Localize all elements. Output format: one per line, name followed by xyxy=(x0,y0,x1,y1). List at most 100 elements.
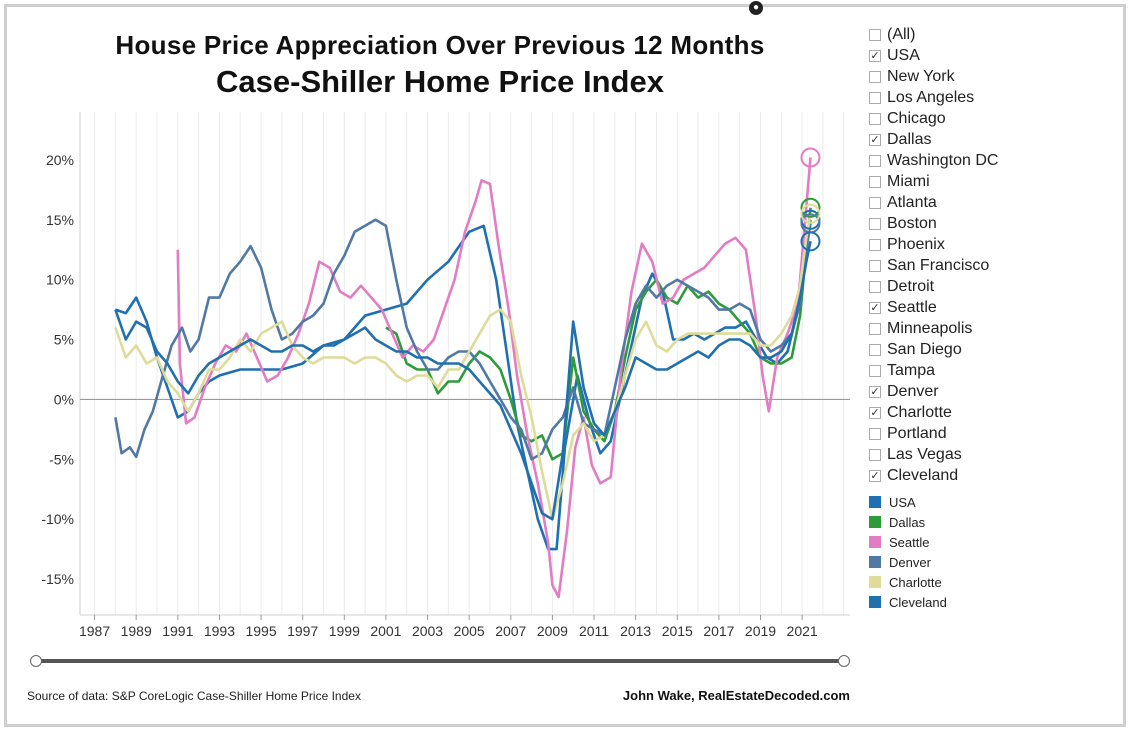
filter-item[interactable]: Miami xyxy=(869,171,1109,192)
x-tick-label: 2005 xyxy=(454,623,485,639)
legend-label: Denver xyxy=(889,554,931,570)
slider-end-handle[interactable] xyxy=(838,655,850,667)
filter-item[interactable]: Tampa xyxy=(869,360,1109,381)
filter-label: Cleveland xyxy=(887,466,959,484)
series-end-marker xyxy=(800,203,821,224)
filter-item[interactable]: Chicago xyxy=(869,108,1109,129)
filter-item[interactable]: Los Angeles xyxy=(869,87,1109,108)
checkbox-checked-icon[interactable]: ✓ xyxy=(869,301,881,314)
filter-item[interactable]: ✓ USA xyxy=(869,45,1109,66)
legend-item[interactable]: Seattle xyxy=(869,532,1109,552)
x-tick-label: 2017 xyxy=(703,623,734,639)
filter-item[interactable]: Minneapolis xyxy=(869,318,1109,339)
filter-item[interactable]: (All) xyxy=(869,24,1109,45)
y-tick-label: 0% xyxy=(54,391,74,407)
checkbox-icon[interactable] xyxy=(869,259,881,272)
x-tick-label: 2011 xyxy=(579,623,609,639)
x-tick-label: 1995 xyxy=(245,623,276,639)
filter-item[interactable]: Atlanta xyxy=(869,192,1109,213)
filter-item[interactable]: ✓ Cleveland xyxy=(869,465,1109,486)
legend-swatch xyxy=(869,516,881,528)
filter-item[interactable]: Phoenix xyxy=(869,234,1109,255)
filter-item[interactable]: Portland xyxy=(869,423,1109,444)
filter-label: Washington DC xyxy=(887,151,999,169)
date-range-slider[interactable] xyxy=(30,654,850,668)
x-tick-label: 1997 xyxy=(287,623,318,639)
legend-item[interactable]: Cleveland xyxy=(869,592,1109,612)
filter-label: Denver xyxy=(887,382,939,400)
filter-item[interactable]: Boston xyxy=(869,213,1109,234)
x-tick-label: 2019 xyxy=(745,623,776,639)
legend-item[interactable]: USA xyxy=(869,492,1109,512)
checkbox-icon[interactable] xyxy=(869,343,881,356)
checkbox-icon[interactable] xyxy=(869,364,881,377)
checkbox-checked-icon[interactable]: ✓ xyxy=(869,385,881,398)
x-tick-label: 2021 xyxy=(787,623,818,639)
x-tick-label: 1999 xyxy=(329,623,360,639)
legend-swatch xyxy=(869,556,881,568)
checkbox-icon[interactable] xyxy=(869,28,881,41)
filter-item[interactable]: ✓ Denver xyxy=(869,381,1109,402)
checkbox-icon[interactable] xyxy=(869,196,881,209)
series-line-usa xyxy=(114,219,812,551)
checkbox-icon[interactable] xyxy=(869,175,881,188)
x-tick-label: 1987 xyxy=(79,623,110,639)
filter-label: Charlotte xyxy=(887,403,952,421)
checkbox-icon[interactable] xyxy=(869,322,881,335)
filter-label: San Francisco xyxy=(887,256,990,274)
filter-label: Seattle xyxy=(887,298,937,316)
x-tick-label: 2015 xyxy=(662,623,693,639)
filter-label: Miami xyxy=(887,172,930,190)
dashboard-frame: ● xyxy=(4,1,1126,727)
checkbox-icon[interactable] xyxy=(869,217,881,230)
filter-item[interactable]: Washington DC xyxy=(869,150,1109,171)
legend-label: Charlotte xyxy=(889,574,942,590)
filter-item[interactable]: San Diego xyxy=(869,339,1109,360)
filter-label: Dallas xyxy=(887,130,932,148)
filter-item[interactable]: ✓ Dallas xyxy=(869,129,1109,150)
legend-item[interactable]: Denver xyxy=(869,552,1109,572)
x-tick-label: 2007 xyxy=(495,623,526,639)
legend-item[interactable]: Charlotte xyxy=(869,572,1109,592)
slider-track[interactable] xyxy=(36,659,844,663)
checkbox-icon[interactable] xyxy=(869,238,881,251)
filter-item[interactable]: San Francisco xyxy=(869,255,1109,276)
legend-item[interactable]: Dallas xyxy=(869,512,1109,532)
filter-label: Tampa xyxy=(887,361,936,379)
filter-item[interactable]: Detroit xyxy=(869,276,1109,297)
checkbox-icon[interactable] xyxy=(869,154,881,167)
checkbox-checked-icon[interactable]: ✓ xyxy=(869,406,881,419)
checkbox-icon[interactable] xyxy=(869,70,881,83)
checkbox-checked-icon[interactable]: ✓ xyxy=(869,133,881,146)
checkbox-checked-icon[interactable]: ✓ xyxy=(869,49,881,62)
x-tick-label: 1989 xyxy=(121,623,152,639)
filter-label: USA xyxy=(887,46,920,64)
x-tick-label: 2013 xyxy=(620,623,651,639)
y-tick-label: 20% xyxy=(46,152,74,168)
checkbox-icon[interactable] xyxy=(869,427,881,440)
filter-label: Portland xyxy=(887,424,947,442)
x-tick-label: 2003 xyxy=(412,623,443,639)
filter-label: Atlanta xyxy=(887,193,937,211)
slider-start-handle[interactable] xyxy=(30,655,42,667)
checkbox-icon[interactable] xyxy=(869,112,881,125)
filter-label: San Diego xyxy=(887,340,962,358)
filter-item[interactable]: New York xyxy=(869,66,1109,87)
filter-item[interactable]: ✓ Seattle xyxy=(869,297,1109,318)
checkbox-icon[interactable] xyxy=(869,280,881,293)
source-note: Source of data: S&P CoreLogic Case-Shill… xyxy=(27,689,361,703)
checkbox-icon[interactable] xyxy=(869,448,881,461)
x-tick-label: 2001 xyxy=(370,623,401,639)
legend-label: Seattle xyxy=(889,534,930,550)
filter-item[interactable]: ✓ Charlotte xyxy=(869,402,1109,423)
series-end-marker xyxy=(800,147,821,168)
filter-item[interactable]: Las Vegas xyxy=(869,444,1109,465)
checkbox-icon[interactable] xyxy=(869,91,881,104)
series-line-charlotte xyxy=(114,213,812,521)
checkbox-checked-icon[interactable]: ✓ xyxy=(869,469,881,482)
y-tick-label: 5% xyxy=(54,332,74,348)
pin-icon[interactable]: ● xyxy=(749,1,763,15)
legend-swatch xyxy=(869,576,881,588)
x-tick-label: 2009 xyxy=(537,623,568,639)
filter-label: New York xyxy=(887,67,955,85)
